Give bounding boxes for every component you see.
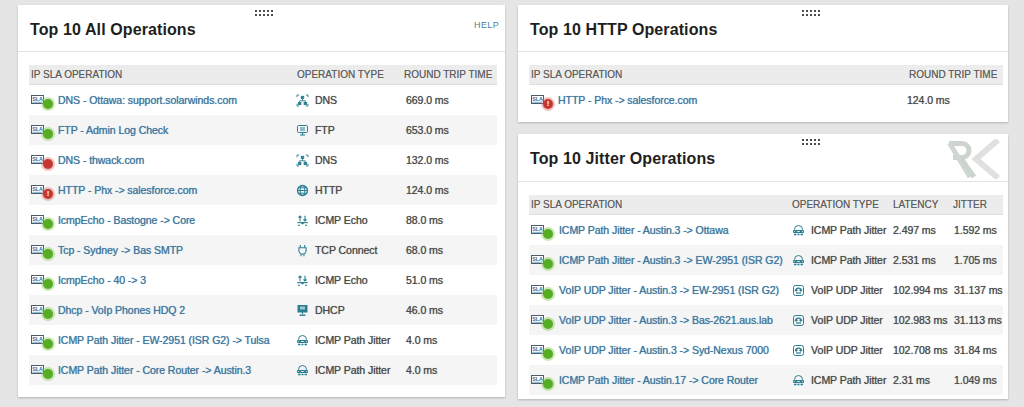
svg-text:SLA: SLA [32, 216, 43, 222]
svg-text:SLA: SLA [532, 316, 543, 322]
svg-text:SLA: SLA [532, 346, 543, 352]
svg-text:SLA: SLA [32, 306, 43, 312]
svg-text:SLA: SLA [32, 246, 43, 252]
svg-text:SLA: SLA [532, 256, 543, 262]
svg-text:SLA: SLA [32, 96, 43, 102]
svg-text:SLA: SLA [32, 186, 43, 192]
svg-text:SLA: SLA [532, 226, 543, 232]
svg-text:SLA: SLA [32, 336, 43, 342]
svg-text:SLA: SLA [532, 96, 543, 102]
svg-text:SLA: SLA [532, 286, 543, 292]
svg-text:SLA: SLA [532, 376, 543, 382]
svg-text:SLA: SLA [32, 276, 43, 282]
svg-text:SLA: SLA [32, 156, 43, 162]
svg-text:SLA: SLA [32, 366, 43, 372]
svg-text:SLA: SLA [32, 126, 43, 132]
